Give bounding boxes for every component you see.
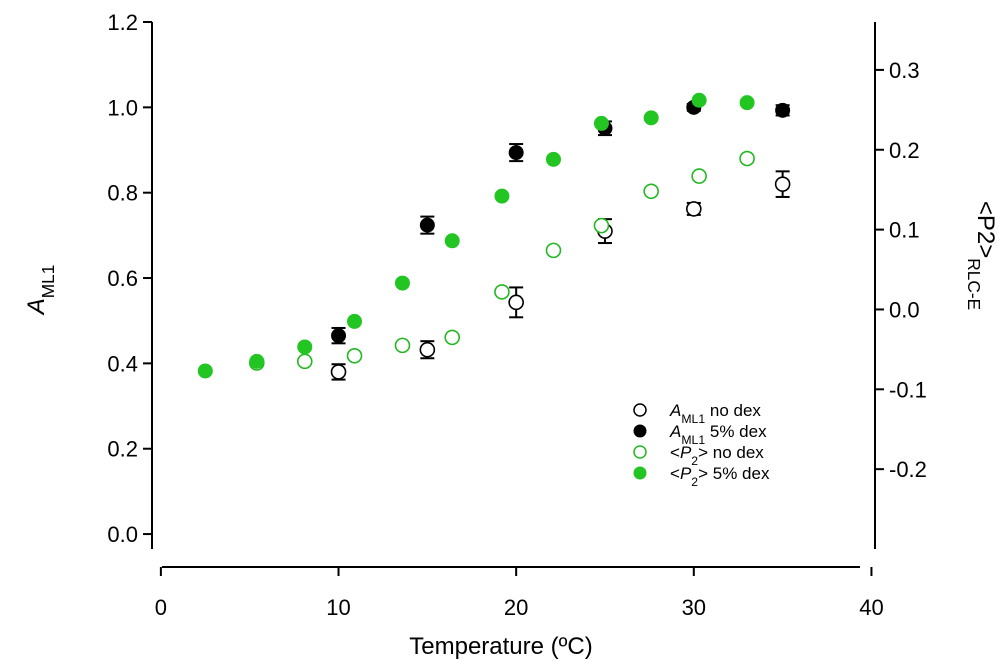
- series-a-ml1-5-dex: [331, 99, 791, 345]
- data-point: [508, 145, 524, 161]
- label-part: <P2>: [972, 201, 999, 258]
- label-part: A: [669, 422, 681, 441]
- label-part: ML1: [681, 433, 705, 447]
- data-point: [686, 201, 702, 217]
- data-point: [494, 188, 510, 204]
- y-left-tick-label: 0.6: [107, 266, 138, 291]
- axes: 0.0 0.2 0.4 0.6 0.8 1.0 1.2 -0.2 -0.1 0.0 0.1 0.2 0.…: [23, 10, 999, 660]
- series--p2-5-dex: [197, 92, 755, 379]
- data-point: [419, 217, 435, 233]
- label-part: A: [669, 401, 681, 420]
- x-tick-label: 20: [504, 595, 528, 620]
- data-point: [346, 347, 363, 364]
- label-part: <: [670, 443, 680, 462]
- y-axis-left-title: AML1: [23, 265, 58, 317]
- label-part: <: [670, 464, 680, 483]
- data-point: [330, 364, 347, 380]
- y-right-tick-label: 0.3: [889, 58, 920, 83]
- legend-label: <P2> no dex: [670, 443, 764, 468]
- data-point: [593, 217, 610, 234]
- data-point: [545, 242, 562, 259]
- data-point: [691, 92, 707, 108]
- data-point: [739, 95, 755, 111]
- data-point: [691, 168, 707, 184]
- y-right-tick-label: 0.2: [889, 138, 920, 163]
- x-tick-label: 0: [155, 595, 167, 620]
- data-point: [643, 183, 659, 200]
- data-point: [249, 353, 265, 369]
- data-point: [593, 115, 609, 131]
- label-part: P: [680, 464, 692, 483]
- label-part: A: [23, 298, 50, 316]
- x-tick-label: 30: [682, 595, 706, 620]
- x-tick-label: 10: [326, 595, 350, 620]
- y-left-tick-label: 0.0: [107, 522, 138, 547]
- data-point: [394, 337, 411, 354]
- label-part: no dex: [705, 401, 761, 420]
- data-point: [643, 110, 659, 126]
- data-point: [739, 150, 755, 167]
- data-point: [297, 339, 313, 355]
- series-a-ml1-no-dex: [330, 170, 791, 381]
- y-right-tick-label: -0.2: [889, 457, 927, 482]
- y-left-tick-label: 0.8: [107, 181, 138, 206]
- data-point: [775, 102, 791, 118]
- data-point: [394, 275, 410, 291]
- label-part: > no dex: [698, 443, 764, 462]
- y-left-tick-label: 0.4: [107, 351, 138, 376]
- data-point: [444, 329, 461, 346]
- label-part: ML1: [681, 412, 705, 426]
- legend-marker: [633, 445, 647, 459]
- y-left-tick-label: 1.0: [107, 95, 138, 120]
- legend-label: AML1 no dex: [669, 401, 761, 426]
- data-point: [774, 176, 791, 192]
- legend-marker: [633, 424, 647, 438]
- legend-marker: [633, 466, 647, 480]
- legend-label: <P2> 5% dex: [670, 464, 770, 489]
- x-tick-label: 40: [859, 595, 883, 620]
- data-point: [347, 313, 363, 329]
- label-part: 2: [691, 475, 698, 489]
- data-point: [444, 233, 460, 249]
- y-axis-right-title: <P2>RLC-E: [964, 201, 999, 310]
- data-point: [419, 341, 436, 358]
- data-point: [545, 151, 561, 167]
- x-axis-title: Temperature (ºC): [409, 633, 592, 660]
- data-point: [296, 353, 313, 370]
- label-part: 2: [691, 454, 698, 468]
- data-point: [197, 363, 213, 379]
- y-left-tick-label: 1.2: [107, 10, 138, 35]
- label-part: 5% dex: [705, 422, 767, 441]
- label-part: ML1: [38, 265, 58, 299]
- legend-marker: [633, 403, 647, 417]
- series--p2-no-dex: [249, 150, 755, 371]
- y-left-tick-label: 0.2: [107, 437, 138, 462]
- data-point: [508, 294, 524, 311]
- label-part: RLC-E: [964, 258, 984, 310]
- label-part: P: [680, 443, 692, 462]
- data-points: [197, 92, 791, 381]
- y-right-tick-label: -0.1: [889, 377, 927, 402]
- y-right-tick-label: 0.1: [889, 218, 920, 243]
- legend-label: AML1 5% dex: [669, 422, 767, 447]
- label-part: > 5% dex: [698, 464, 770, 483]
- y-right-tick-label: 0.0: [889, 297, 920, 322]
- data-point: [331, 328, 347, 344]
- data-point: [494, 284, 510, 300]
